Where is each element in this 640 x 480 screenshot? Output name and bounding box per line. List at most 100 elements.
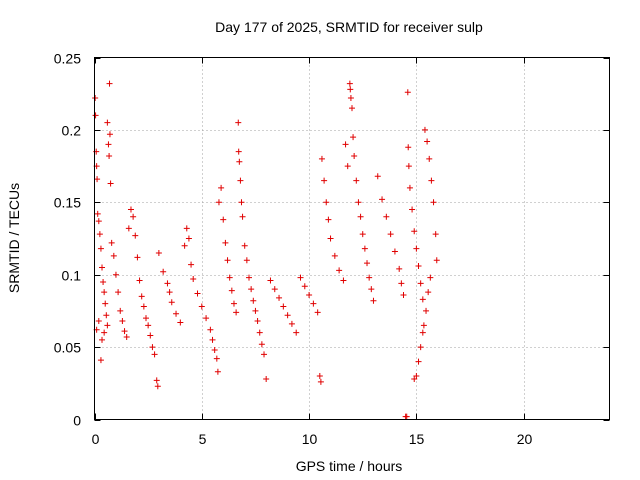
data-point xyxy=(423,307,430,314)
x-tick-label: 0 xyxy=(92,431,100,447)
data-point xyxy=(271,286,278,293)
data-point xyxy=(398,280,405,287)
data-point xyxy=(154,383,161,390)
data-point xyxy=(143,315,149,322)
data-point xyxy=(379,196,386,203)
data-point xyxy=(241,242,248,249)
y-tick-label: 0 xyxy=(73,413,81,429)
data-point xyxy=(316,373,323,380)
data-point xyxy=(347,86,354,93)
data-point xyxy=(411,228,418,235)
data-point xyxy=(181,242,188,249)
y-tick-label: 0.1 xyxy=(62,268,82,284)
data-point xyxy=(391,248,398,255)
data-point xyxy=(267,277,274,284)
data-point xyxy=(125,225,132,232)
grid xyxy=(94,57,610,420)
data-point xyxy=(374,173,381,180)
data-point xyxy=(94,210,101,217)
data-point xyxy=(102,300,109,307)
data-point xyxy=(108,239,115,246)
data-point xyxy=(297,274,304,281)
data-point xyxy=(104,322,111,329)
data-point xyxy=(97,357,104,364)
data-point xyxy=(405,144,412,151)
data-point xyxy=(404,89,411,96)
data-point xyxy=(107,180,114,187)
data-point xyxy=(106,131,113,138)
data-point xyxy=(230,300,237,307)
data-point xyxy=(147,332,154,339)
data-point xyxy=(105,141,112,148)
data-point xyxy=(246,274,252,281)
data-point xyxy=(145,322,152,329)
x-tick-label: 5 xyxy=(199,431,207,447)
data-point xyxy=(173,310,180,317)
data-point xyxy=(110,252,117,259)
data-point xyxy=(359,231,366,238)
data-point xyxy=(185,235,192,242)
data-point xyxy=(198,303,205,310)
data-point xyxy=(95,218,102,225)
data-point xyxy=(428,177,435,184)
data-point xyxy=(177,319,184,326)
data-point xyxy=(336,267,343,274)
data-point xyxy=(239,213,246,220)
data-point xyxy=(427,274,434,281)
data-point xyxy=(411,375,418,382)
data-point xyxy=(318,155,325,162)
data-point xyxy=(263,375,270,382)
data-point xyxy=(92,95,99,102)
data-point xyxy=(160,268,167,275)
data-point xyxy=(349,105,355,112)
data-point xyxy=(101,329,108,336)
data-point xyxy=(325,216,332,223)
data-point xyxy=(256,329,263,336)
data-point xyxy=(347,95,354,102)
data-point xyxy=(248,286,255,293)
data-point xyxy=(164,280,171,287)
data-point xyxy=(284,312,291,319)
data-point xyxy=(115,289,122,296)
data-point xyxy=(400,291,407,298)
data-point xyxy=(288,320,295,327)
data-point xyxy=(183,225,190,232)
y-tick-label: 0.15 xyxy=(54,195,81,211)
data-point xyxy=(321,177,328,184)
data-point xyxy=(421,126,428,133)
data-point xyxy=(213,355,220,362)
data-point xyxy=(228,287,235,294)
data-point xyxy=(203,315,210,322)
x-tick-label: 20 xyxy=(517,431,533,447)
data-point xyxy=(368,286,375,293)
data-point xyxy=(235,119,242,126)
data-point xyxy=(95,318,102,325)
data-point xyxy=(119,318,126,325)
data-point xyxy=(403,413,410,420)
data-point xyxy=(413,245,420,252)
data-point xyxy=(99,264,106,271)
data-point xyxy=(331,252,338,259)
data-point xyxy=(112,271,119,278)
x-axis-label: GPS time / hours xyxy=(296,458,403,474)
data-point xyxy=(149,344,156,351)
data-point xyxy=(224,257,231,264)
data-point xyxy=(314,309,321,316)
data-point xyxy=(101,289,108,296)
data-point xyxy=(280,303,287,310)
plot-frame xyxy=(94,57,610,420)
data-point xyxy=(140,303,147,310)
data-points xyxy=(92,80,440,420)
data-point xyxy=(155,249,162,256)
data-point xyxy=(350,134,357,141)
data-point xyxy=(100,278,107,285)
data-point xyxy=(340,277,347,284)
data-point xyxy=(433,257,440,264)
data-point xyxy=(366,274,373,281)
data-point xyxy=(430,199,437,206)
data-point xyxy=(415,263,422,270)
x-tick-label: 15 xyxy=(409,431,425,447)
x-tick-labels: 0 5 10 15 20 xyxy=(92,431,533,447)
data-point xyxy=(166,289,173,296)
data-point xyxy=(276,294,283,301)
